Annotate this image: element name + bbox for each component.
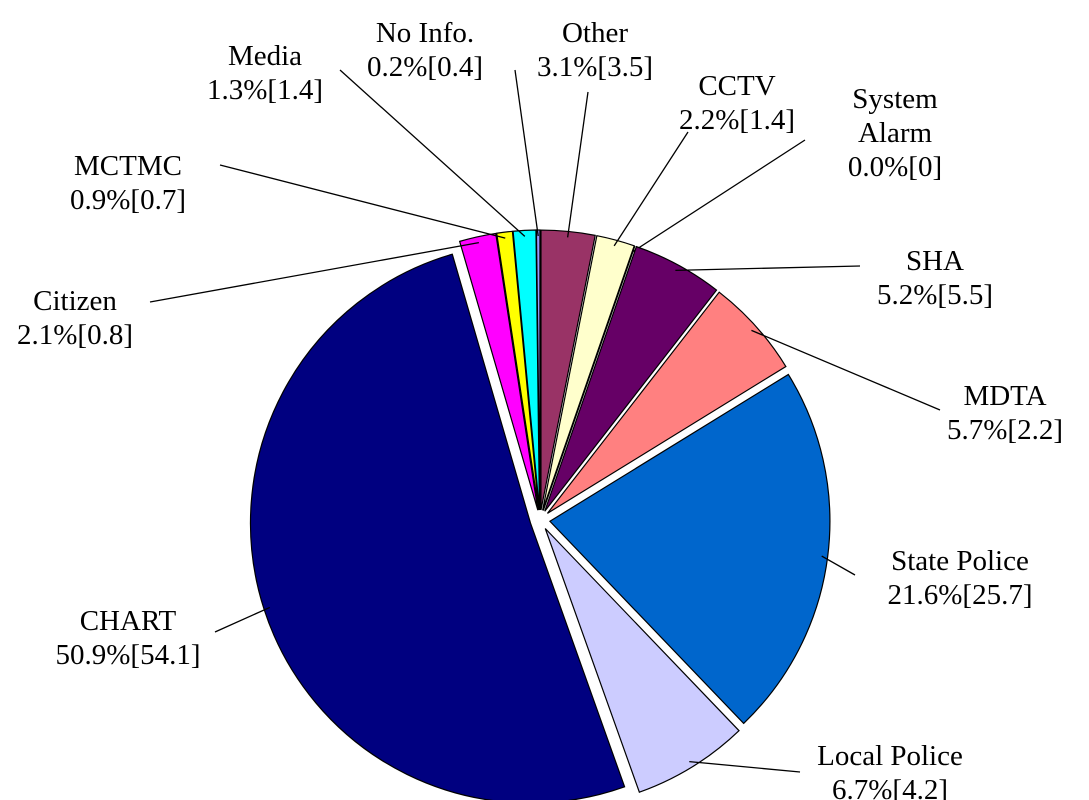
value-label: 2.1%[0.8]	[17, 319, 133, 351]
leader-line	[675, 265, 861, 271]
leader-line	[219, 164, 506, 239]
value-label: 0.2%[0.4]	[367, 51, 483, 83]
value-label: 50.9%[54.1]	[56, 639, 201, 671]
pie-slice	[548, 373, 831, 725]
leader-line	[821, 555, 856, 576]
slice-label: CCTV	[698, 70, 775, 102]
slice-label: Media	[228, 40, 302, 72]
slice-label: CHART	[80, 605, 177, 637]
leader-line	[514, 69, 539, 237]
leader-line	[632, 139, 806, 253]
pie-slice	[546, 291, 787, 514]
value-label: 6.7%[4.2]	[832, 774, 948, 800]
slice-label-line: CHART	[80, 605, 177, 637]
slice-label-line: Local Police	[817, 740, 963, 772]
slice-label-line: MDTA	[963, 380, 1046, 412]
value-label: 0.0%[0]	[848, 151, 942, 183]
slice-label-line: System	[852, 83, 938, 115]
value-label: 1.3%[1.4]	[207, 74, 323, 106]
slice-label: Citizen	[33, 285, 117, 317]
value-label: 5.7%[2.2]	[947, 414, 1063, 446]
slice-label-line: Alarm	[858, 117, 933, 149]
slice-label-line: Other	[562, 17, 628, 49]
pie-slice	[458, 232, 539, 511]
value-label: 2.2%[1.4]	[679, 104, 795, 136]
slice-label-line: State Police	[891, 545, 1029, 577]
pie-slice	[542, 234, 635, 511]
leader-line	[689, 760, 801, 773]
pie-slice	[544, 528, 740, 793]
leader-line	[751, 329, 941, 411]
slice-label: System Alarm	[852, 83, 938, 149]
slice-label-line: No Info.	[376, 17, 474, 49]
value-label: 21.6%[25.7]	[888, 579, 1033, 611]
leader-line	[566, 91, 589, 238]
slice-label: Other	[562, 17, 628, 49]
pie-slice	[495, 230, 540, 511]
value-label: 0.9%[0.7]	[70, 184, 186, 216]
slice-label-line: Media	[228, 40, 302, 72]
slice-label: State Police	[891, 545, 1029, 577]
leader-line	[149, 242, 479, 303]
leader-line	[613, 131, 689, 247]
slice-label-line: MCTMC	[74, 150, 182, 182]
leader-line	[214, 606, 271, 633]
slice-label: Local Police	[817, 740, 963, 772]
slice-label-line: CCTV	[698, 70, 775, 102]
slice-label: MDTA	[963, 380, 1046, 412]
slice-label-line: SHA	[906, 245, 964, 277]
slice-label-line: Citizen	[33, 285, 117, 317]
slice-label: SHA	[906, 245, 964, 277]
slice-label: MCTMC	[74, 150, 182, 182]
value-label: 5.2%[5.5]	[877, 279, 993, 311]
pie-slice	[544, 245, 718, 512]
value-label: 3.1%[3.5]	[537, 51, 653, 83]
leader-line	[339, 69, 526, 237]
pie-slice	[535, 229, 541, 511]
slice-label: No Info.	[376, 17, 474, 49]
